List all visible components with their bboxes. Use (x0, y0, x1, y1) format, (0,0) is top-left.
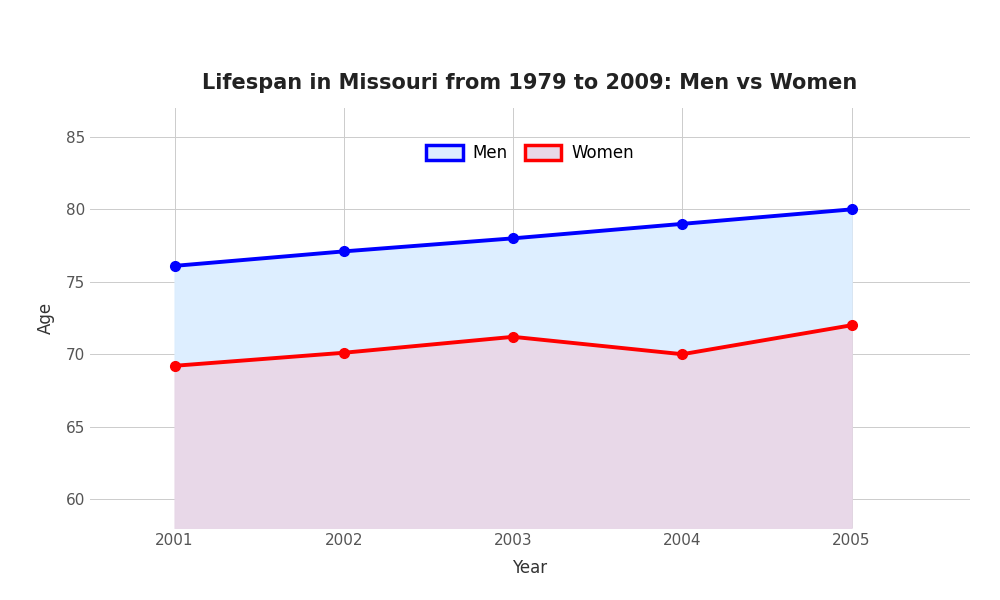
X-axis label: Year: Year (512, 559, 548, 577)
Y-axis label: Age: Age (37, 302, 55, 334)
Legend: Men, Women: Men, Women (419, 137, 641, 169)
Title: Lifespan in Missouri from 1979 to 2009: Men vs Women: Lifespan in Missouri from 1979 to 2009: … (202, 73, 858, 92)
